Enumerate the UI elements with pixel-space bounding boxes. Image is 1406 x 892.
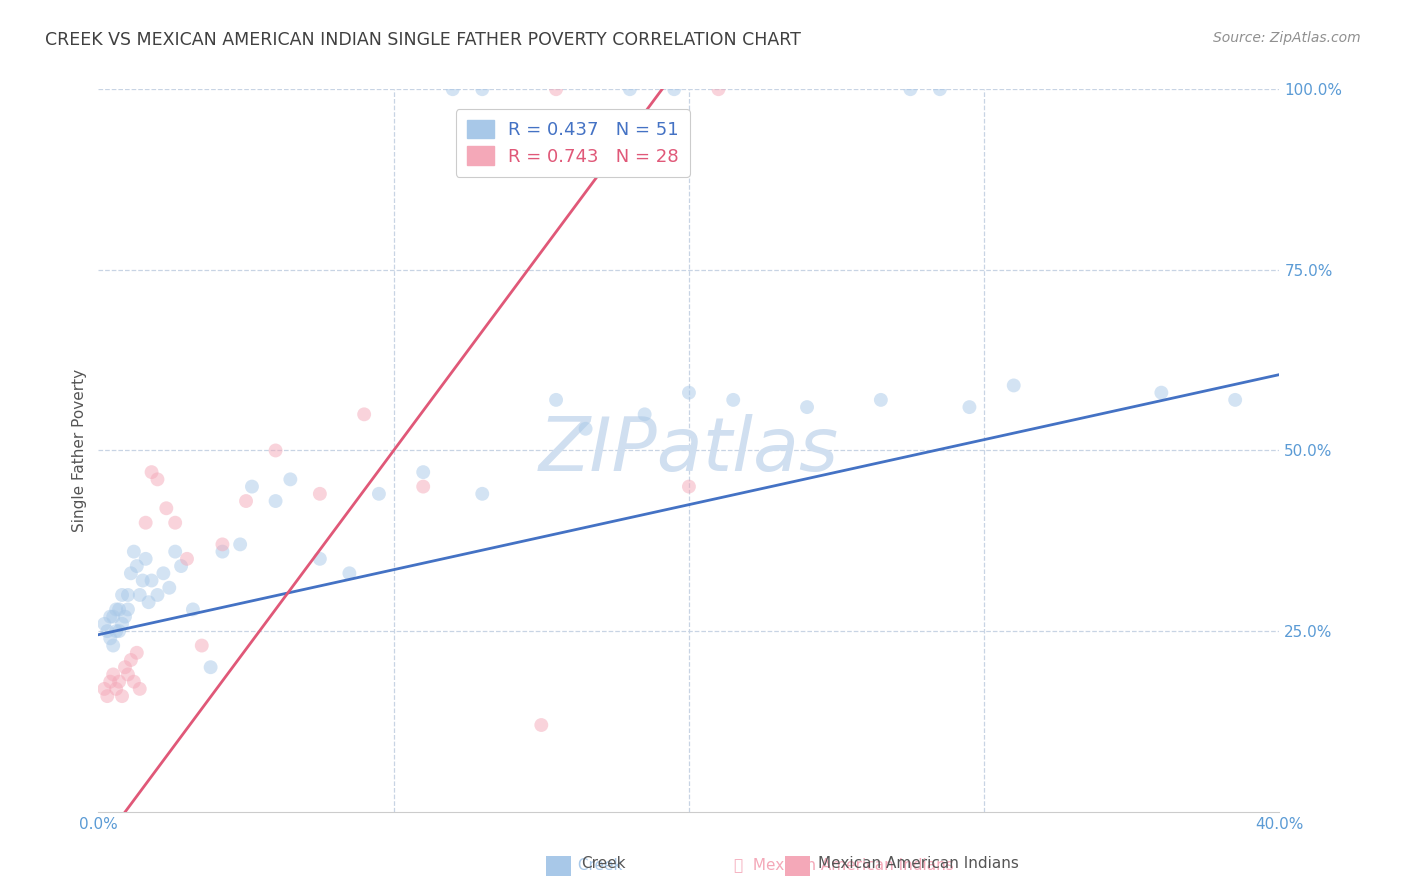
Point bbox=[93, 681, 115, 696]
Point bbox=[959, 400, 981, 414]
Point bbox=[929, 82, 952, 96]
Point bbox=[634, 407, 657, 421]
Text: Mexican American Indians: Mexican American Indians bbox=[818, 855, 1019, 871]
Point bbox=[103, 609, 125, 624]
Point bbox=[108, 602, 131, 616]
Point bbox=[170, 559, 193, 574]
Point bbox=[546, 392, 568, 407]
Point bbox=[441, 82, 464, 96]
Point bbox=[105, 681, 128, 696]
Point bbox=[111, 588, 134, 602]
Point bbox=[125, 646, 148, 660]
Point bbox=[155, 501, 177, 516]
Point bbox=[96, 624, 118, 639]
Point bbox=[870, 392, 893, 407]
Point bbox=[368, 487, 391, 501]
Text: ⬜  Mexican American Indians: ⬜ Mexican American Indians bbox=[734, 857, 953, 872]
Point bbox=[900, 82, 922, 96]
Point bbox=[128, 681, 150, 696]
Point bbox=[240, 480, 263, 494]
Point bbox=[141, 465, 163, 479]
Point bbox=[1002, 378, 1025, 392]
Point bbox=[98, 632, 121, 646]
Point bbox=[412, 480, 434, 494]
Point bbox=[146, 588, 169, 602]
Legend: R = 0.437   N = 51, R = 0.743   N = 28: R = 0.437 N = 51, R = 0.743 N = 28 bbox=[456, 109, 690, 177]
Point bbox=[707, 82, 730, 96]
Point bbox=[530, 718, 553, 732]
Point bbox=[619, 82, 641, 96]
Point bbox=[181, 602, 204, 616]
Point bbox=[309, 551, 332, 566]
Text: Creek: Creek bbox=[581, 855, 626, 871]
Point bbox=[280, 472, 302, 486]
Point bbox=[117, 588, 139, 602]
Point bbox=[135, 551, 157, 566]
Point bbox=[678, 385, 700, 400]
Point bbox=[132, 574, 155, 588]
Point bbox=[96, 689, 118, 703]
Point bbox=[117, 667, 139, 681]
Point bbox=[157, 581, 180, 595]
Point bbox=[108, 624, 131, 639]
Point bbox=[211, 537, 233, 551]
Point bbox=[165, 544, 187, 558]
Point bbox=[165, 516, 187, 530]
Text: CREEK VS MEXICAN AMERICAN INDIAN SINGLE FATHER POVERTY CORRELATION CHART: CREEK VS MEXICAN AMERICAN INDIAN SINGLE … bbox=[45, 31, 801, 49]
Point bbox=[1150, 385, 1173, 400]
Point bbox=[229, 537, 252, 551]
Point bbox=[108, 674, 131, 689]
Point bbox=[176, 551, 198, 566]
Text: Source: ZipAtlas.com: Source: ZipAtlas.com bbox=[1213, 31, 1361, 45]
Point bbox=[678, 480, 700, 494]
Point bbox=[141, 574, 163, 588]
Point bbox=[211, 544, 233, 558]
Point bbox=[152, 566, 174, 581]
Point bbox=[125, 559, 148, 574]
Point bbox=[664, 82, 686, 96]
Point bbox=[128, 588, 150, 602]
Text: ⬜  Creek: ⬜ Creek bbox=[558, 857, 623, 872]
Point bbox=[105, 624, 128, 639]
Point bbox=[1225, 392, 1247, 407]
Point bbox=[111, 689, 134, 703]
Point bbox=[103, 667, 125, 681]
Point bbox=[93, 616, 115, 631]
Point bbox=[200, 660, 222, 674]
Point bbox=[796, 400, 818, 414]
Point bbox=[103, 639, 125, 653]
Point bbox=[264, 443, 287, 458]
Point bbox=[723, 392, 745, 407]
Point bbox=[191, 639, 214, 653]
Point bbox=[353, 407, 375, 421]
Point bbox=[120, 653, 142, 667]
Point bbox=[339, 566, 361, 581]
Point bbox=[114, 609, 136, 624]
Point bbox=[471, 487, 494, 501]
Point bbox=[146, 472, 169, 486]
Point bbox=[575, 422, 598, 436]
Y-axis label: Single Father Poverty: Single Father Poverty bbox=[72, 369, 87, 532]
Point bbox=[117, 602, 139, 616]
Point bbox=[114, 660, 136, 674]
Point bbox=[235, 494, 257, 508]
Point bbox=[546, 82, 568, 96]
Point bbox=[98, 674, 121, 689]
Point bbox=[135, 516, 157, 530]
Point bbox=[122, 674, 145, 689]
Point bbox=[471, 82, 494, 96]
Point bbox=[309, 487, 332, 501]
Text: ZIPatlas: ZIPatlas bbox=[538, 415, 839, 486]
Point bbox=[138, 595, 160, 609]
Point bbox=[105, 602, 128, 616]
Point bbox=[98, 609, 121, 624]
Point bbox=[122, 544, 145, 558]
Point bbox=[120, 566, 142, 581]
Point bbox=[412, 465, 434, 479]
Point bbox=[111, 616, 134, 631]
Point bbox=[264, 494, 287, 508]
